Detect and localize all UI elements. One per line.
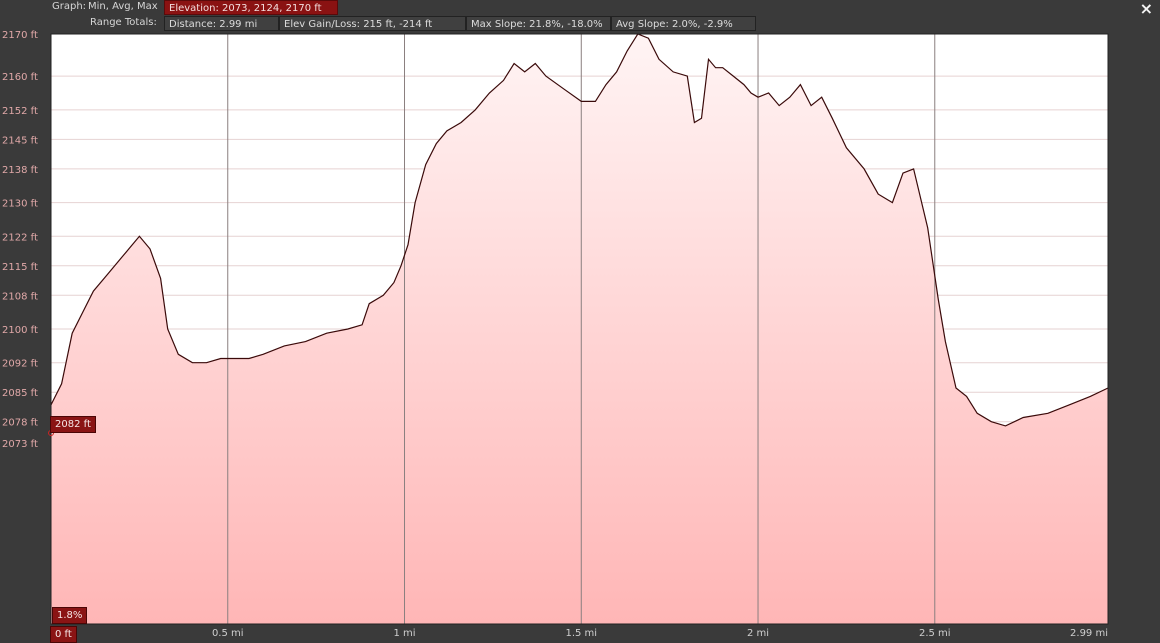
elevation-line xyxy=(50,33,1109,427)
x-tick-label: 0.5 mi xyxy=(212,628,244,639)
x-tick-label: 2.5 mi xyxy=(919,628,951,639)
max-slope-total: Max Slope: 21.8%, -18.0% xyxy=(466,16,611,31)
y-tick-label: 2170 ft xyxy=(2,30,38,41)
x-end-label: 2.99 mi xyxy=(1070,628,1108,639)
close-icon[interactable]: × xyxy=(1139,0,1153,18)
graph-label: Graph: xyxy=(52,1,87,12)
y-tick-label: 2160 ft xyxy=(2,72,38,83)
avg-slope-total: Avg Slope: 2.0%, -2.9% xyxy=(611,16,756,31)
graph-value: Min, Avg, Max xyxy=(88,1,158,12)
cursor-distance-readout: 0 ft xyxy=(50,626,77,643)
y-tick-label: 2073 ft xyxy=(2,439,38,450)
y-tick-label: 2152 ft xyxy=(2,106,38,117)
y-tick-label: 2092 ft xyxy=(2,359,38,370)
y-tick-label: 2130 ft xyxy=(2,199,38,210)
y-tick-label: 2138 ft xyxy=(2,165,38,176)
x-tick-label: 1.5 mi xyxy=(565,628,597,639)
elev-gain-loss-total: Elev Gain/Loss: 215 ft, -214 ft xyxy=(279,16,466,31)
x-tick-label: 1 mi xyxy=(393,628,415,639)
y-tick-label: 2108 ft xyxy=(2,291,38,302)
elevation-area xyxy=(51,34,1108,624)
y-tick-label: 2115 ft xyxy=(2,262,38,273)
x-axis-labels: 0.5 mi 1 mi 1.5 mi 2 mi 2.5 mi 2.99 mi xyxy=(212,628,1108,639)
y-tick-label: 2085 ft xyxy=(2,388,38,399)
y-axis-labels: 2170 ft 2160 ft 2152 ft 2145 ft 2138 ft 2130 … xyxy=(2,30,38,450)
cursor-elevation-readout: 2082 ft xyxy=(50,416,96,433)
y-tick-label: 2100 ft xyxy=(2,325,38,336)
plot-border xyxy=(50,33,1109,625)
y-tick-label: 2122 ft xyxy=(2,232,38,243)
elevation-summary: Elevation: 2073, 2124, 2170 ft xyxy=(164,0,338,15)
vertical-gridlines-overlay xyxy=(227,34,936,624)
y-tick-label: 2078 ft xyxy=(2,418,38,429)
y-tick-label: 2145 ft xyxy=(2,135,38,146)
range-totals-label: Range Totals: xyxy=(90,17,157,28)
x-tick-label: 2 mi xyxy=(747,628,769,639)
cursor-slope-readout: 1.8% xyxy=(52,607,88,624)
distance-total: Distance: 2.99 mi xyxy=(164,16,279,31)
